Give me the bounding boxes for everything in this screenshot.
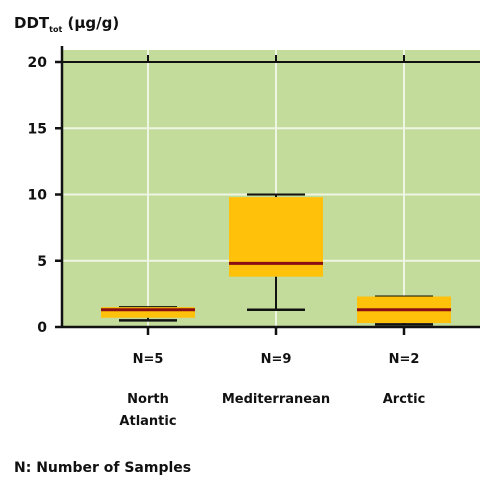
- labels-layer: 0 5 10 15 20 N=5 North Atlantic N=9 Mediterranean…: [28, 55, 426, 429]
- axes-layer: [55, 46, 480, 335]
- sample-count-label: N=2: [389, 352, 420, 367]
- y-axis-title-subscript: tot: [49, 25, 63, 34]
- category-label: Atlantic: [119, 414, 176, 429]
- y-axis-title-main: DDT: [14, 14, 50, 32]
- footnote: N: Number of Samples: [14, 460, 192, 476]
- y-axis-title: DDTtot (µg/g): [14, 14, 119, 34]
- box-plot-chart: 0 5 10 15 20 N=5 North Atlantic N=9 Mediterranean…: [28, 46, 480, 429]
- y-tick-label: 5: [37, 254, 47, 270]
- y-tick-label: 20: [28, 55, 48, 71]
- y-tick-label: 10: [28, 188, 48, 204]
- y-tick-label: 15: [28, 121, 47, 137]
- y-axis-title-unit: (µg/g): [62, 14, 120, 32]
- box-iqr: [101, 307, 195, 318]
- sample-count-label: N=5: [133, 352, 164, 367]
- category-label: Mediterranean: [222, 392, 330, 407]
- category-label: North: [127, 392, 169, 407]
- category-label: Arctic: [383, 392, 426, 407]
- boxes-layer: [101, 193, 451, 326]
- plot-background: [62, 50, 480, 327]
- sample-count-label: N=9: [261, 352, 292, 367]
- y-tick-label: 0: [37, 320, 47, 336]
